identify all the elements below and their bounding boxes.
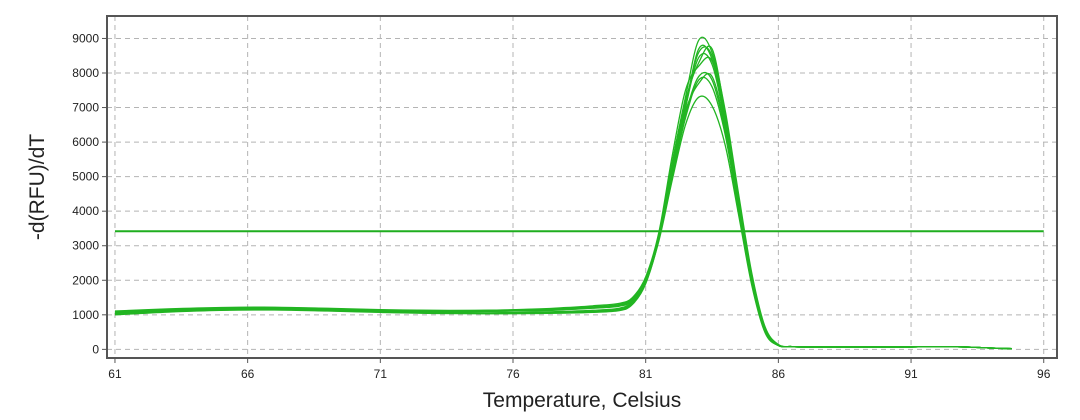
- y-axis: 0 1000 2000 3000 4000 5000 6000 7000 8000 9000: [72, 31, 107, 356]
- y-tick-label: 3000: [72, 239, 99, 253]
- y-tick-label: 7000: [72, 101, 99, 115]
- y-tick-label: 1000: [72, 308, 99, 322]
- grid: [107, 16, 1057, 358]
- x-tick-label: 91: [904, 367, 918, 381]
- y-tick-label: 9000: [72, 31, 99, 45]
- melt-curve-series-10: [114, 46, 1012, 350]
- x-tick-label: 71: [374, 367, 388, 381]
- y-axis-title: -d(RFU)/dT: [26, 134, 49, 240]
- x-tick-label: 66: [241, 367, 255, 381]
- plot-frame: [106, 15, 1058, 359]
- x-tick-label: 96: [1037, 367, 1051, 381]
- y-tick-label: 6000: [72, 135, 99, 149]
- plot-area: [107, 16, 1057, 358]
- x-tick-label: 61: [108, 367, 122, 381]
- y-tick-label: 2000: [72, 273, 99, 287]
- y-tick-label: 4000: [72, 204, 99, 218]
- x-tick-label: 76: [506, 367, 520, 381]
- y-tick-label: 8000: [72, 66, 99, 80]
- x-tick-label: 86: [772, 367, 786, 381]
- x-tick-label: 81: [639, 367, 653, 381]
- y-tick-label: 5000: [72, 170, 99, 184]
- series-layer: [114, 36, 1012, 350]
- x-axis-title: Temperature, Celsius: [483, 389, 681, 412]
- y-tick-label: 0: [92, 342, 99, 356]
- x-axis: 61 66 71 76 81 86 91 96: [108, 358, 1051, 381]
